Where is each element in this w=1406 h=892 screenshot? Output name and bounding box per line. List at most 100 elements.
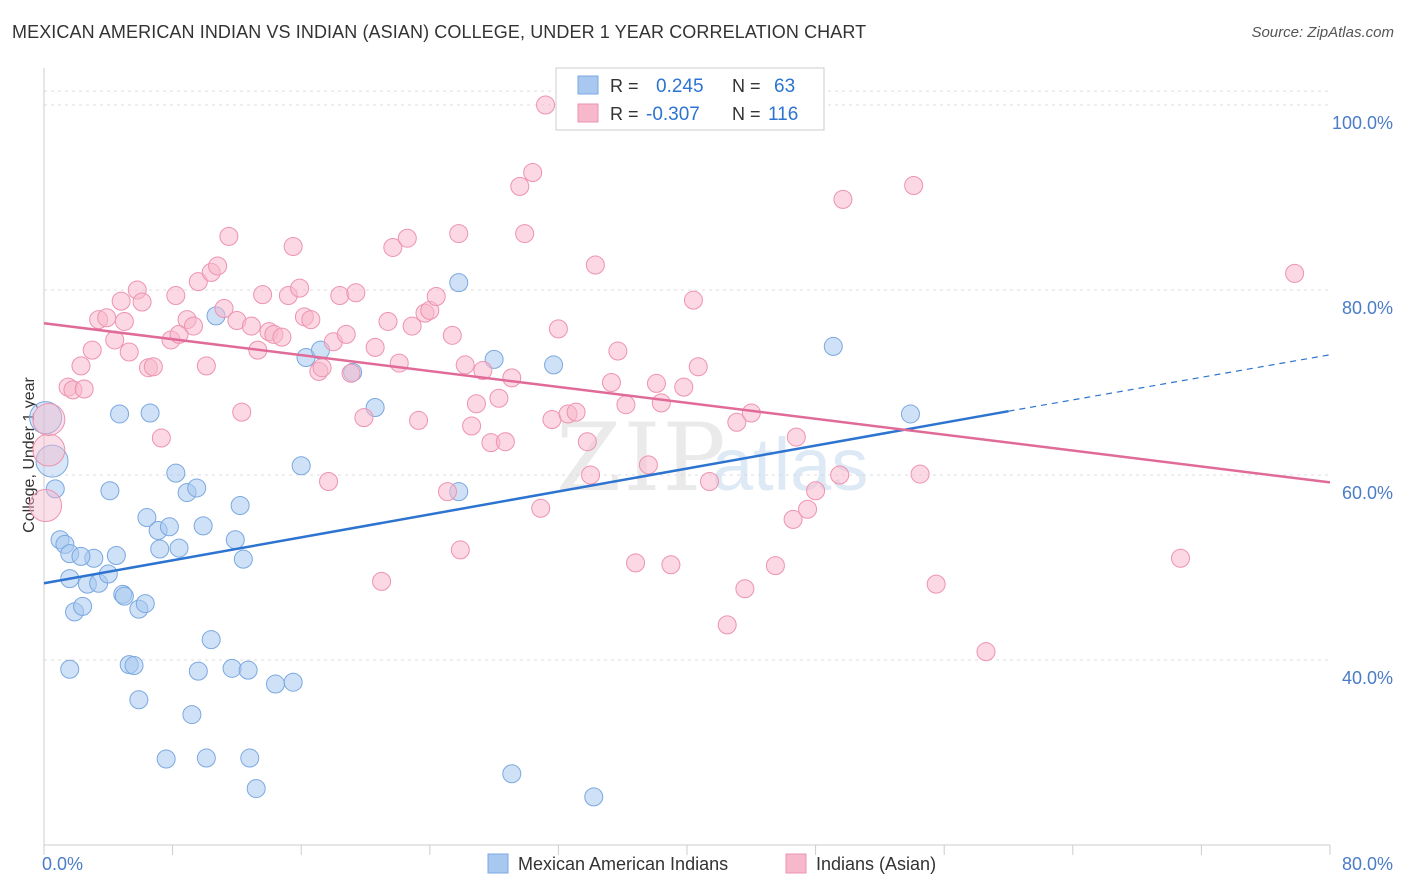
indians-asian-point xyxy=(82,340,102,360)
indians-asian-point xyxy=(783,509,803,529)
indians-asian-point xyxy=(585,255,605,275)
indians-asian-point xyxy=(786,427,806,447)
mexican-american-indians-point xyxy=(823,336,843,356)
indians-asian-point xyxy=(830,465,850,485)
indians-asian-point xyxy=(542,410,562,429)
mexican-american-indians-point xyxy=(240,748,260,768)
indians-asian-point xyxy=(312,358,332,378)
indians-asian-point xyxy=(354,408,374,428)
indians-asian-point xyxy=(462,416,482,436)
indians-asian-point xyxy=(976,642,996,662)
indians-asian-point xyxy=(365,337,385,357)
indians-asian-point xyxy=(378,311,398,331)
indians-asian-point xyxy=(727,412,747,432)
indians-asian-point xyxy=(806,481,826,501)
mexican-american-indians-point xyxy=(45,479,65,499)
legend-label-mexican-american-indians: Mexican American Indians xyxy=(518,854,728,874)
stats-legend-blue-swatch xyxy=(577,75,599,95)
indians-asian-point xyxy=(114,311,134,331)
indians-asian-point xyxy=(450,540,470,560)
mexican-american-indians-point xyxy=(106,545,126,565)
indians-asian-point xyxy=(449,224,469,244)
indians-asian-point xyxy=(531,498,551,518)
mexican-american-indians-point xyxy=(140,403,160,423)
indians-asian-point xyxy=(383,237,403,257)
mexican-american-indians-point xyxy=(900,404,920,424)
mexican-american-indians-point xyxy=(137,508,157,528)
mexican-american-indians-point xyxy=(230,496,250,516)
indians-asian-point xyxy=(272,327,292,347)
indians-asian-point xyxy=(638,455,658,475)
stats-legend-r-value-blue: 0.245 xyxy=(656,76,704,97)
x-axis-ticks xyxy=(43,845,1331,855)
indians-asian-point xyxy=(548,319,568,339)
stats-legend-n-label-blue: N = xyxy=(732,76,761,96)
indians-asian-point xyxy=(301,310,321,330)
indians-asian-point xyxy=(330,286,350,306)
indians-asian-point xyxy=(196,356,216,376)
stats-legend-n-value-blue: 63 xyxy=(774,76,795,97)
y-tick-label: 80.0% xyxy=(1342,298,1393,318)
trend-lines xyxy=(43,322,1331,585)
indians-asian-point xyxy=(601,373,621,392)
indians-asian-point xyxy=(97,308,117,328)
indians-asian-point xyxy=(409,410,429,430)
indians-asian-point xyxy=(442,325,462,345)
indians-asian-point xyxy=(566,402,586,422)
indians-asian-point xyxy=(510,176,530,196)
indians-asian-point xyxy=(536,95,556,115)
indians-asian-point xyxy=(132,292,152,312)
chart-source: Source: ZipAtlas.com xyxy=(1251,24,1394,41)
mexican-american-indians-point xyxy=(188,661,208,681)
indians-asian-point xyxy=(241,316,261,336)
indians-asian-point xyxy=(188,272,208,292)
mexican-american-indians-point xyxy=(35,444,69,478)
series-mexican-american-indians-points xyxy=(29,273,920,807)
trend-line-mexican-american-indians xyxy=(43,409,1009,585)
indians-asian-point xyxy=(32,403,66,436)
mexican-american-indians-point xyxy=(196,748,216,768)
mexican-american-indians-point xyxy=(110,404,130,424)
mexican-american-indians-point xyxy=(584,787,604,807)
indians-asian-point xyxy=(683,290,703,310)
indians-asian-point xyxy=(341,363,361,383)
mexican-american-indians-point xyxy=(29,401,63,435)
indians-asian-point xyxy=(32,433,66,467)
indians-asian-point xyxy=(765,556,785,576)
mexican-american-indians-point xyxy=(169,538,189,558)
mexican-american-indians-point xyxy=(150,539,170,559)
indians-asian-point xyxy=(208,256,228,276)
legend-label-indians-asian: Indians (Asian) xyxy=(816,854,936,874)
indians-asian-point xyxy=(489,388,509,408)
indians-asian-point xyxy=(29,489,63,523)
mexican-american-indians-point xyxy=(246,779,266,799)
watermark: ZIP atlas xyxy=(556,404,868,513)
indians-asian-point xyxy=(674,377,694,397)
indians-asian-point xyxy=(397,228,417,248)
stats-legend: R = 0.245 N = 63 R = -0.307 N = 116 xyxy=(555,67,825,131)
indians-asian-point xyxy=(111,291,131,311)
indians-asian-point xyxy=(319,471,339,491)
mexican-american-indians-point xyxy=(166,463,186,483)
stats-legend-r-value-pink: -0.307 xyxy=(646,104,700,125)
indians-asian-point xyxy=(253,285,273,305)
gridlines xyxy=(44,90,1330,661)
legend-swatch-indians-asian xyxy=(785,853,807,874)
mexican-american-indians-point xyxy=(124,656,144,676)
mexican-american-indians-point xyxy=(71,546,91,566)
indians-asian-point xyxy=(151,428,171,448)
indians-asian-point xyxy=(577,432,597,452)
mexican-american-indians-point xyxy=(291,456,311,476)
indians-asian-point xyxy=(523,163,543,183)
indians-asian-point xyxy=(717,615,737,635)
indians-asian-point xyxy=(372,571,392,591)
x-axis-tick-labels: 0.0% 80.0% xyxy=(42,854,1393,874)
x-tick-label: 0.0% xyxy=(42,854,83,874)
indians-asian-point xyxy=(910,464,930,484)
stats-legend-n-label-pink: N = xyxy=(732,104,761,124)
indians-asian-point xyxy=(437,482,457,502)
y-tick-label: 40.0% xyxy=(1342,668,1393,688)
mexican-american-indians-point xyxy=(135,594,155,614)
